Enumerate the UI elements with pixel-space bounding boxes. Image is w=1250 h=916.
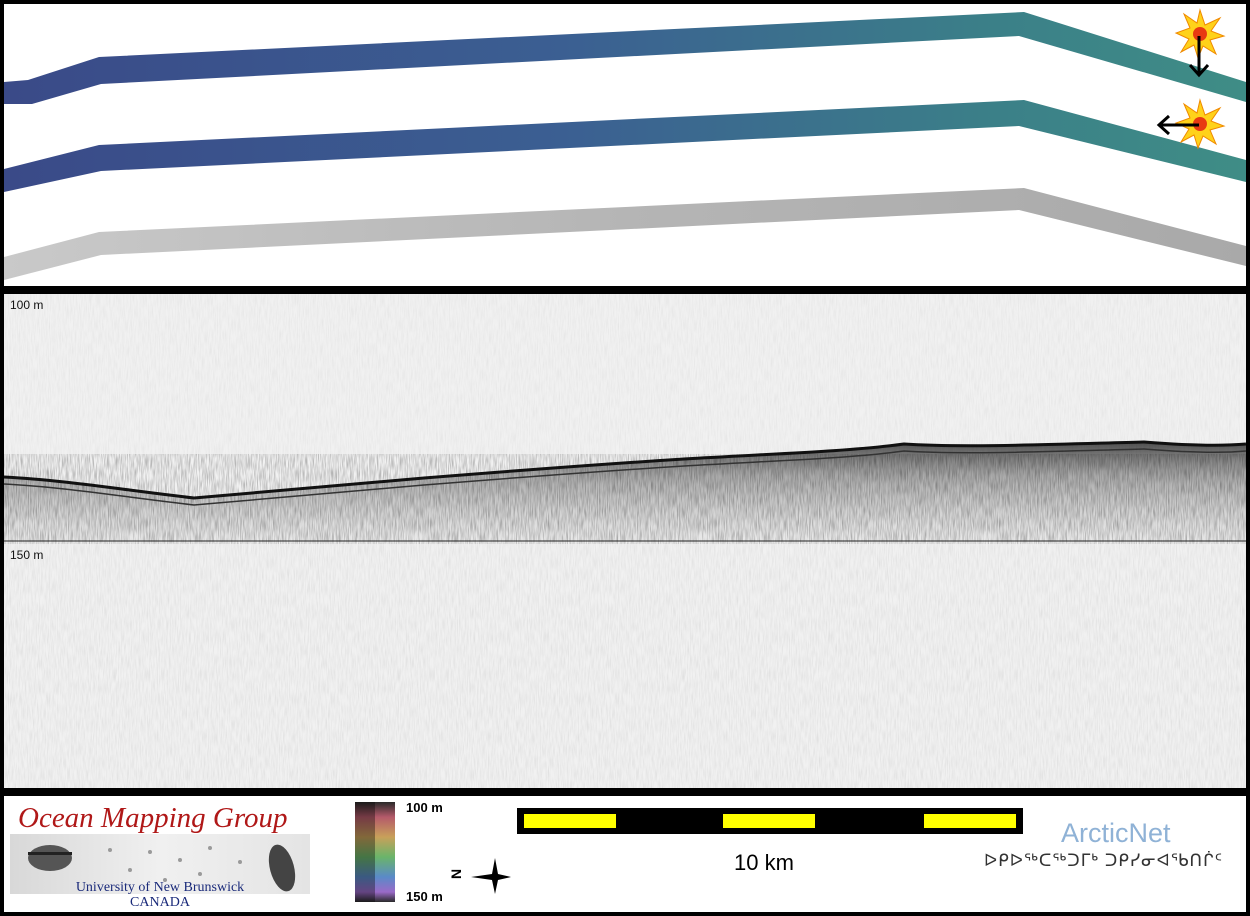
north-label: N xyxy=(449,869,464,879)
legend-footer: Ocean Mapping Group University of New Br… xyxy=(4,796,1246,912)
swath-map-panel xyxy=(4,4,1246,286)
subbottom-profile-panel: 100 m 150 m xyxy=(4,294,1246,788)
omg-logo: Ocean Mapping Group University of New Br… xyxy=(10,800,310,910)
colorbar-top-label: 100 m xyxy=(406,800,443,815)
sun-icon xyxy=(1174,98,1226,150)
omg-title: Ocean Mapping Group xyxy=(18,802,288,834)
scale-label: 10 km xyxy=(734,850,794,875)
bathymetry-strip-1 xyxy=(4,12,1246,104)
omg-logo-graphic xyxy=(10,834,310,894)
swath-strips xyxy=(4,8,1246,280)
scale-bar xyxy=(517,808,1023,834)
depth-label-150m: 150 m xyxy=(10,548,44,562)
profile-image xyxy=(4,294,1246,788)
omg-country: CANADA xyxy=(130,895,190,910)
depth-colorbar xyxy=(355,802,395,902)
arcticnet-logo: ArcticNet xyxy=(1061,818,1171,848)
colorbar-bottom-label: 150 m xyxy=(406,889,443,904)
depth-label-100m: 100 m xyxy=(10,298,44,312)
bathymetry-strip-2 xyxy=(4,100,1246,192)
north-arrow-icon: N xyxy=(449,858,511,894)
omg-university: University of New Brunswick xyxy=(75,880,245,895)
arcticnet-subtitle: ᐅᑭᐅᖅᑕᖅᑐᒥᒃ ᑐᑭᓯᓂᐊᖃᑎᒌᑦ xyxy=(984,851,1224,870)
left-arrow-icon xyxy=(1156,114,1199,136)
down-arrow-icon xyxy=(1188,36,1210,78)
backscatter-strip xyxy=(4,188,1246,280)
